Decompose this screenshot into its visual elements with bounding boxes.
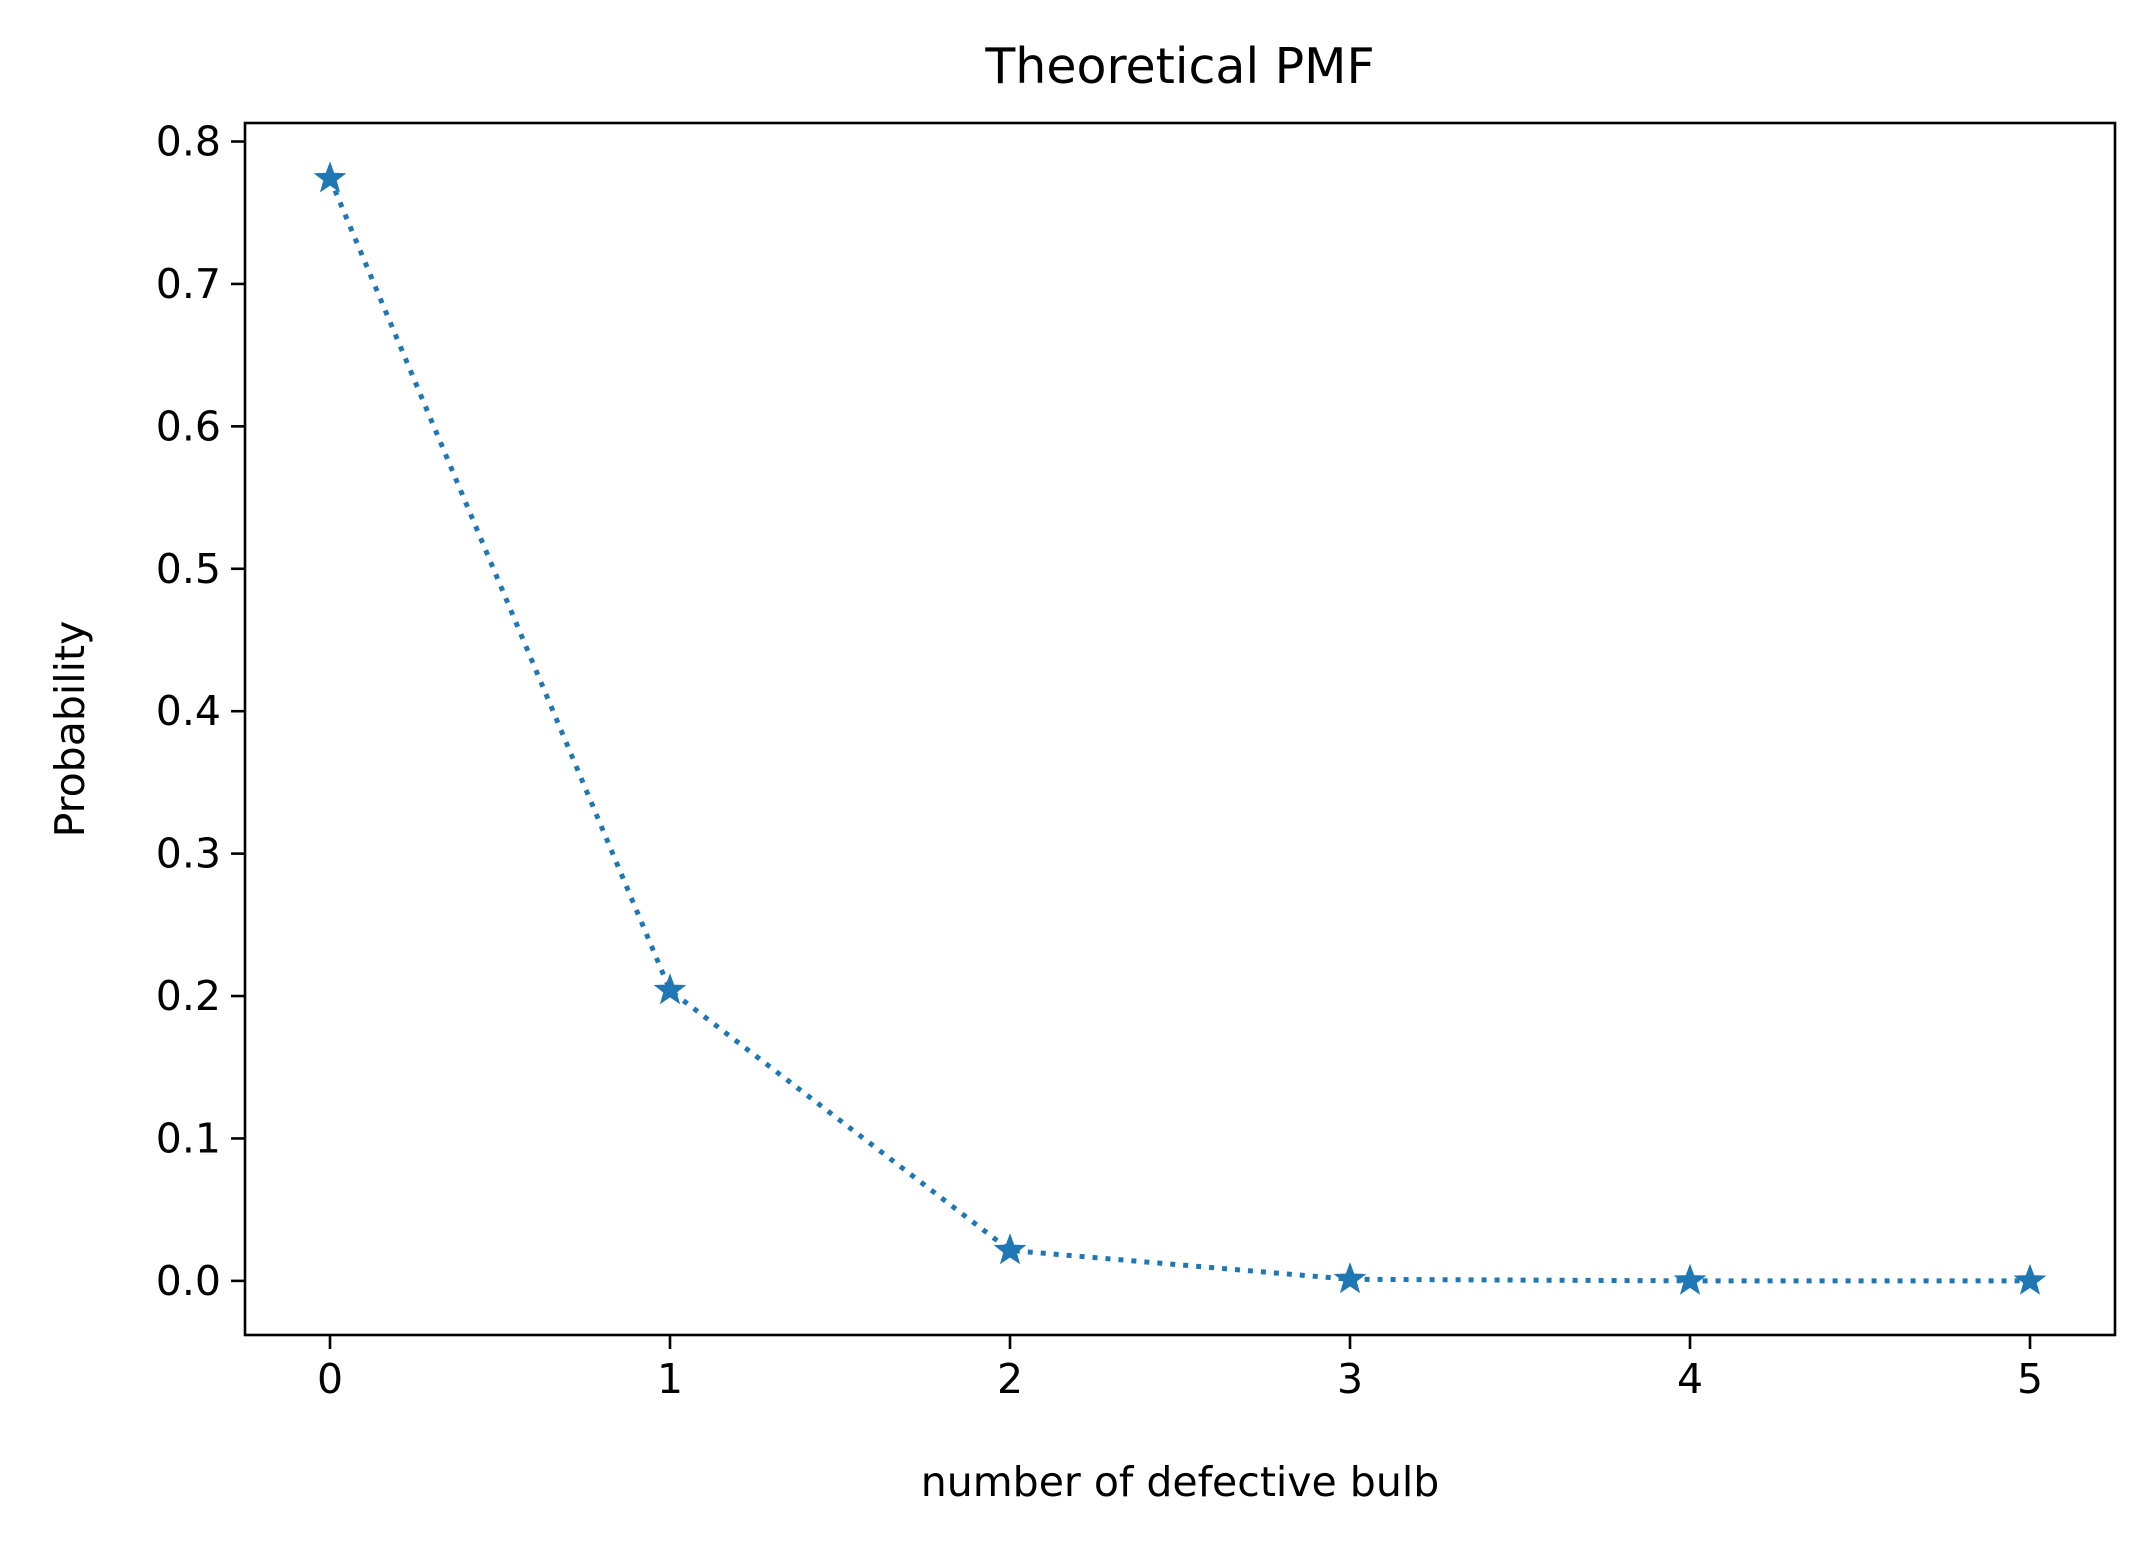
y-axis-label: Probability — [46, 621, 94, 838]
x-tick-label: 4 — [1677, 1355, 1703, 1403]
y-tick-label: 0.3 — [156, 830, 221, 878]
series-layer — [313, 161, 2047, 1295]
data-point-marker — [1333, 1262, 1367, 1294]
x-axis-ticks: 0 1 2 3 4 5 — [317, 1335, 2043, 1403]
y-tick-label: 0.7 — [156, 260, 221, 308]
y-tick-label: 0.6 — [156, 402, 221, 450]
x-tick-label: 2 — [997, 1355, 1023, 1403]
data-point-marker — [2013, 1263, 2047, 1295]
y-tick-label: 0.0 — [156, 1257, 221, 1305]
data-point-marker — [993, 1233, 1027, 1265]
x-tick-label: 0 — [317, 1355, 343, 1403]
plot-frame — [243, 121, 2117, 1337]
data-point-marker — [313, 161, 347, 193]
data-point-marker — [1673, 1263, 1707, 1295]
chart-title: Theoretical PMF — [984, 38, 1374, 95]
y-tick-label: 0.4 — [156, 687, 221, 735]
y-axis-ticks: 0.0 0.1 0.2 0.3 0.4 0.5 0.6 0.7 0.8 — [156, 118, 245, 1305]
x-axis-label: number of defective bulb — [921, 1458, 1439, 1506]
x-tick-label: 1 — [657, 1355, 683, 1403]
data-point-marker — [653, 973, 687, 1005]
y-tick-label: 0.2 — [156, 972, 221, 1020]
x-tick-label: 3 — [1337, 1355, 1363, 1403]
x-tick-label: 5 — [2017, 1355, 2043, 1403]
y-tick-label: 0.5 — [156, 545, 221, 593]
y-tick-label: 0.8 — [156, 118, 221, 166]
y-tick-label: 0.1 — [156, 1114, 221, 1162]
